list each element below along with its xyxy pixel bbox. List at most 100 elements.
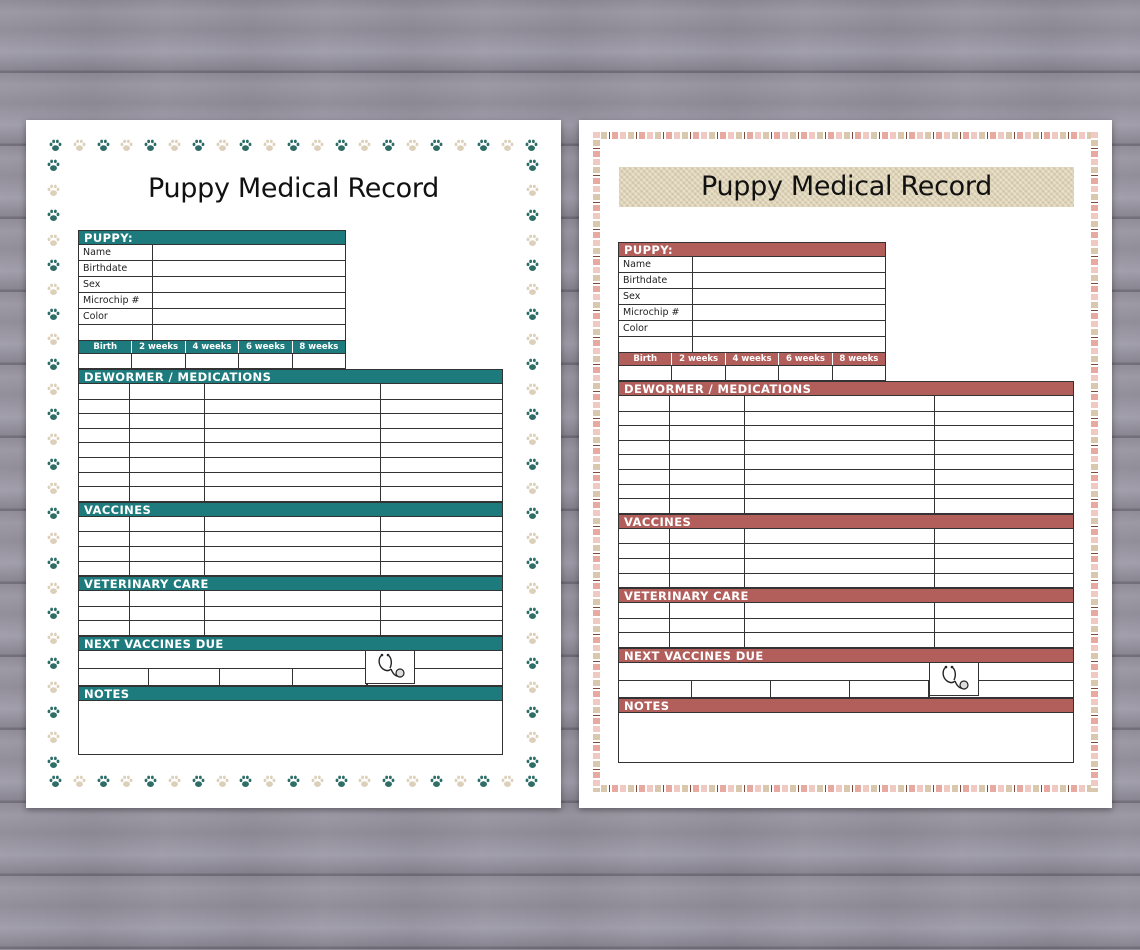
paw-print-icon [215,138,230,153]
field-value[interactable] [693,257,885,272]
vaccines-header: VACCINES [78,501,503,517]
paw-print-icon [525,730,540,745]
next-due-grid[interactable] [618,661,1074,698]
field-value[interactable] [153,245,345,260]
puppy-info-table: PUPPY: Name Birthdate Sex Microchip # Co… [618,242,886,381]
paw-print-icon [46,332,61,347]
grid-row[interactable] [619,617,1073,633]
grid-row[interactable] [619,528,1073,544]
paw-print-icon [525,680,540,695]
grid-row[interactable] [79,384,502,399]
paw-print-icon [46,755,61,770]
next-due-header: NEXT VACCINES DUE [618,647,1074,663]
paw-print-icon [334,138,349,153]
field-value[interactable] [693,273,885,288]
paw-print-icon [143,774,158,789]
paw-print-icon [334,774,349,789]
notes-box[interactable] [78,700,503,755]
teal-record-sheet: Puppy Medical Record PUPPY: Name Birthda… [26,120,561,808]
field-value[interactable] [693,305,885,320]
paw-print-icon [525,183,540,198]
grid-row[interactable] [619,425,1073,440]
grid-row[interactable] [79,471,502,487]
field-value[interactable] [693,321,885,336]
grid-row[interactable] [79,591,502,606]
weight-cells[interactable] [78,354,346,369]
paw-print-icon [167,138,182,153]
vet-care-grid[interactable] [78,591,503,636]
field-label: Birthdate [619,273,693,288]
field-value[interactable] [153,261,345,276]
paw-print-icon [72,774,87,789]
puppy-header: PUPPY: [618,242,886,257]
grid-row[interactable] [619,439,1073,455]
paw-print-icon [525,332,540,347]
field-value[interactable] [693,289,885,304]
grid-row[interactable] [79,413,502,428]
page-title: Puppy Medical Record [700,171,993,202]
page-title: Puppy Medical Record [147,173,440,204]
grid-row[interactable] [619,468,1073,484]
paw-print-icon [405,774,420,789]
paw-print-icon [525,208,540,223]
field-row-name: Name [618,257,886,273]
grid-row[interactable] [619,498,1073,513]
grid-row[interactable] [619,603,1073,618]
dewormer-grid[interactable] [78,384,503,502]
field-value[interactable] [153,309,345,324]
grid-row[interactable] [79,486,502,501]
next-due-grid[interactable] [78,649,503,686]
grid-row[interactable] [619,632,1073,647]
notes-box[interactable] [618,712,1074,763]
paw-print-icon [48,138,63,153]
grid-row[interactable] [79,427,502,443]
grid-row[interactable] [619,572,1073,588]
paw-border-left [46,158,62,770]
week-label: 2 weeks [132,341,186,353]
grid-row[interactable] [619,543,1073,558]
grid-row[interactable] [79,398,502,414]
grid-row[interactable] [619,454,1073,469]
vaccines-grid[interactable] [618,528,1074,589]
grid-row[interactable] [619,410,1073,426]
grid-row[interactable] [79,531,502,546]
grid-row[interactable] [79,545,502,561]
field-value[interactable] [153,325,345,340]
grid-row[interactable] [79,620,502,635]
grid-row[interactable] [79,560,502,576]
grid-row[interactable] [79,516,502,532]
dewormer-grid[interactable] [618,396,1074,514]
weight-cells[interactable] [618,366,886,381]
paw-print-icon [119,774,134,789]
paw-print-icon [525,556,540,571]
field-value[interactable] [153,293,345,308]
field-value[interactable] [153,277,345,292]
vet-care-grid[interactable] [618,603,1074,648]
paw-print-icon [238,138,253,153]
paw-print-icon [46,531,61,546]
grid-row[interactable] [619,396,1073,411]
stethoscope-icon [929,661,979,696]
field-label: Name [79,245,153,260]
paw-print-icon [381,138,396,153]
grid-row[interactable] [79,456,502,472]
field-row-blank [618,337,886,353]
vaccines-header: VACCINES [618,513,1074,529]
grid-row[interactable] [619,557,1073,573]
paw-print-icon [96,774,111,789]
paw-print-icon [525,581,540,596]
paw-print-icon [357,138,372,153]
field-value[interactable] [693,337,885,352]
grid-row[interactable] [79,605,502,621]
vaccines-grid[interactable] [78,516,503,577]
paw-print-icon [500,138,515,153]
paw-print-icon [46,730,61,745]
stethoscope-icon [365,649,415,684]
paw-print-icon [429,774,444,789]
grid-row[interactable] [79,442,502,457]
notes-header: NOTES [78,685,503,701]
paw-print-icon [405,138,420,153]
paw-print-icon [46,233,61,248]
paw-print-icon [525,432,540,447]
grid-row[interactable] [619,483,1073,499]
